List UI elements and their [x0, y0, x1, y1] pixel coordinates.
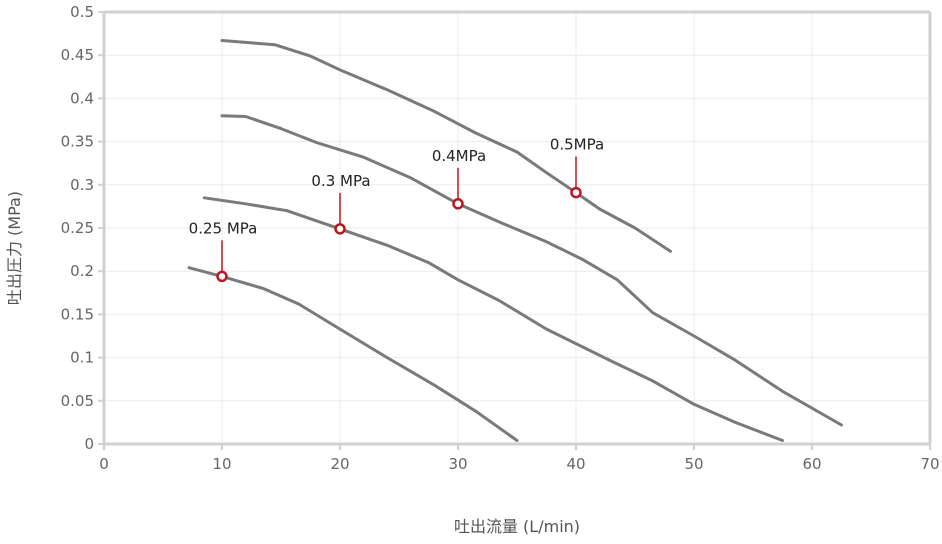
y-tick-label: 0	[84, 435, 94, 453]
series-line-2	[202, 196, 784, 442]
x-tick-label: 40	[566, 455, 585, 473]
annotations: 0.25 MPa 0.3 MPa 0.4MPa 0.5MPa	[189, 136, 604, 283]
annotation-label: 0.3 MPa	[311, 172, 370, 190]
annotation-label: 0.25 MPa	[189, 219, 258, 237]
y-tick-label: 0.05	[61, 392, 94, 410]
annotation-label: 0.4MPa	[432, 147, 486, 165]
series-line-1	[187, 266, 519, 442]
x-tick-label: 50	[684, 455, 703, 473]
grid	[104, 11, 930, 444]
y-tick-label: 0.5	[70, 3, 94, 21]
y-tick-label: 0.4	[70, 89, 94, 107]
annotation-label: 0.5MPa	[550, 136, 604, 154]
y-axis-title: 吐出圧力 (MPa)	[5, 191, 24, 305]
y-tick-label: 0.15	[61, 305, 94, 323]
series-line-3	[220, 114, 843, 427]
series-lines	[187, 39, 843, 442]
x-tick-label: 30	[448, 455, 467, 473]
axes	[98, 10, 932, 450]
operating-point-marker	[452, 198, 464, 210]
x-tick-label: 20	[330, 455, 349, 473]
y-tick-label: 0.1	[70, 349, 94, 367]
operating-point-marker	[570, 186, 582, 199]
operating-point-marker	[334, 223, 346, 235]
series-line-4	[220, 39, 672, 253]
y-tick-label: 0.45	[61, 46, 94, 64]
y-tick-label: 0.2	[70, 262, 94, 280]
y-tick-label: 0.25	[61, 219, 94, 237]
y-tick-label: 0.3	[70, 176, 94, 194]
y-tick-label: 0.35	[61, 133, 94, 151]
x-tick-label: 60	[802, 455, 821, 473]
x-axis-title: 吐出流量 (L/min)	[454, 517, 580, 536]
x-tick-label: 70	[920, 455, 939, 473]
tick-labels: 0 10 20 30 40 50 60 70 0 0.05 0.1 0.15 0.2 0.25 0.3 0.3…	[61, 3, 940, 473]
operating-point-marker	[216, 270, 228, 283]
x-tick-label: 0	[99, 455, 109, 473]
x-tick-label: 10	[212, 455, 231, 473]
